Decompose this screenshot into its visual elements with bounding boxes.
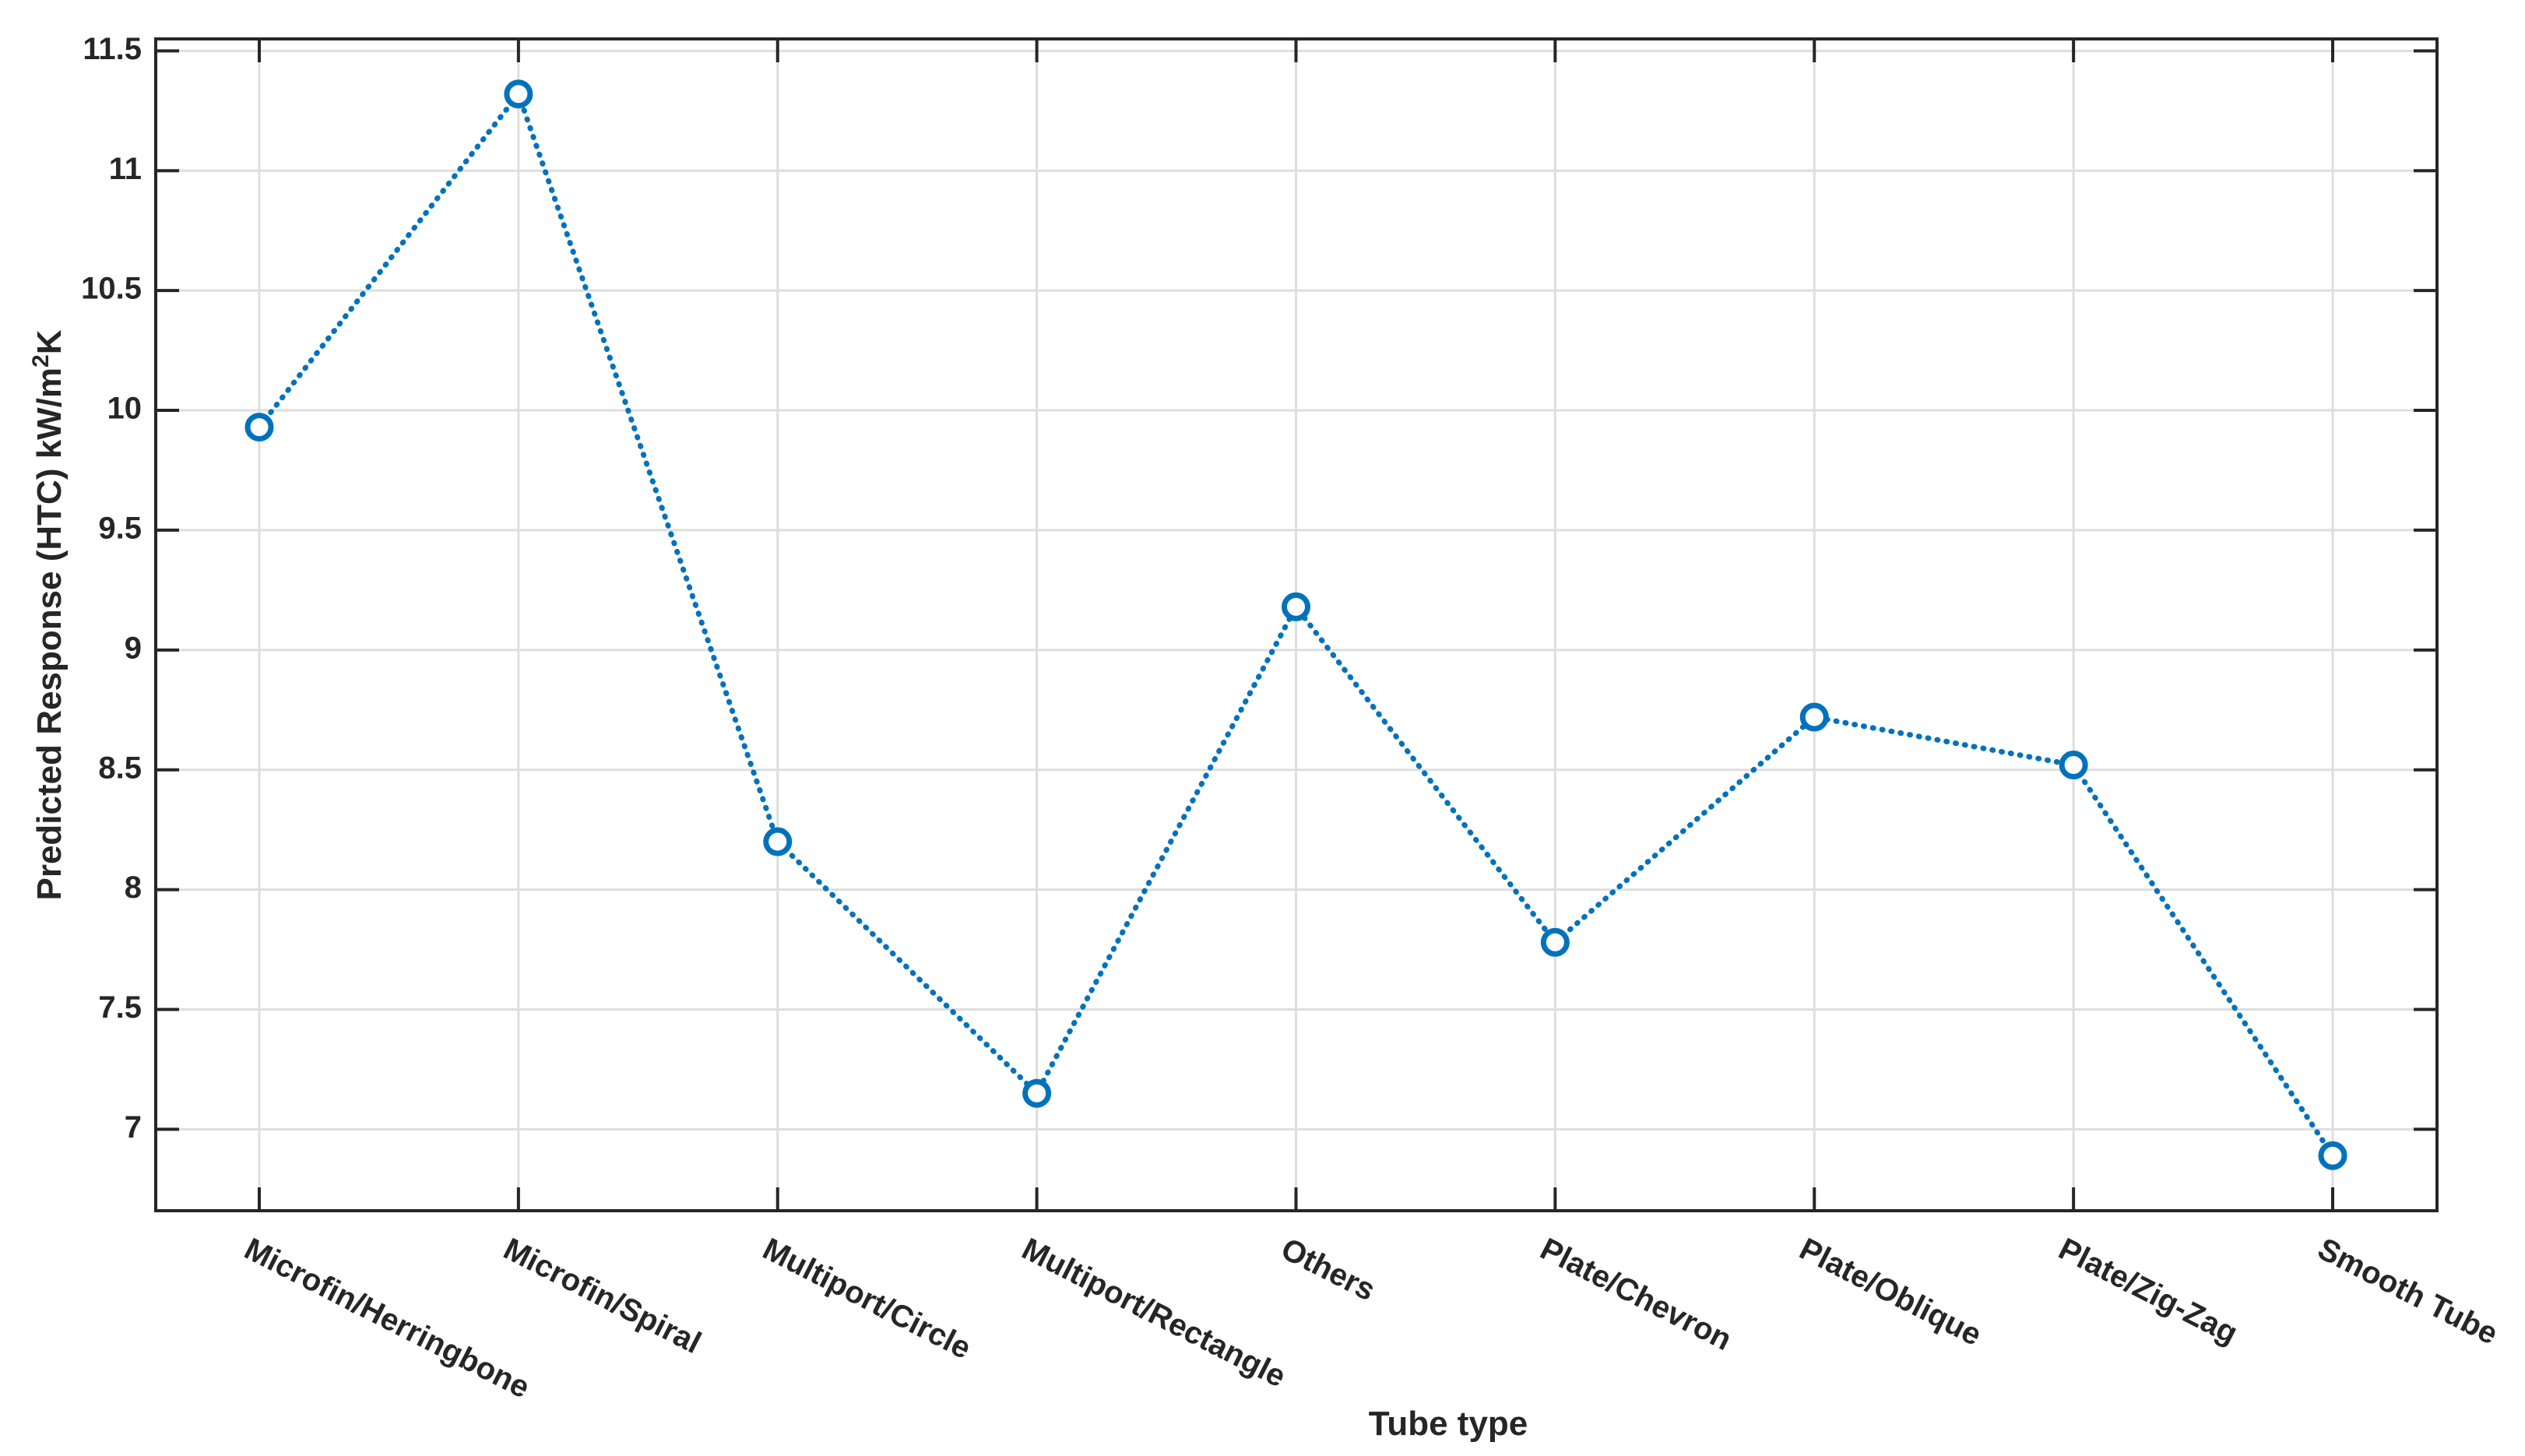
data-point-marker (1282, 592, 1310, 621)
data-point-marker (2318, 1141, 2347, 1170)
x-tick-label: Microfin/Spiral (498, 1232, 707, 1360)
y-tick-label: 11 (109, 152, 142, 186)
y-tick-label: 11.5 (83, 32, 142, 66)
x-tick-label: Smooth Tube (2312, 1232, 2503, 1352)
series-layer (244, 79, 2347, 1170)
tick-marks (156, 39, 2437, 1211)
y-axis-title: Predicted Response (HTC) kW/m2K (28, 329, 69, 900)
x-tick-label: Plate/Chevron (1535, 1232, 1737, 1357)
y-tick-label: 9.5 (98, 511, 142, 545)
y-tick-labels: 7 7.5 8 8.5 9 9.5 10 10.5 11 11.5 (81, 32, 142, 1145)
x-tick-label: Multiport/Rectangle (1017, 1232, 1292, 1394)
data-point-marker (1540, 927, 1570, 957)
x-tick-label: Others (1275, 1232, 1380, 1308)
y-tick-label: 8.5 (98, 751, 142, 785)
y-tick-label: 10.5 (81, 272, 142, 306)
y-axis-title-main: Predicted Response (HTC) kW/m (30, 368, 69, 901)
data-point-marker (1799, 702, 1829, 732)
x-tick-label: Microfin/Herringbone (239, 1232, 535, 1405)
x-tick-label: Multiport/Circle (758, 1232, 976, 1366)
y-tick-label: 9 (125, 631, 142, 665)
y-tick-label: 7.5 (98, 990, 142, 1025)
y-axis-title-superscript: 2 (28, 354, 54, 368)
data-point-marker (244, 413, 274, 442)
x-tick-label: Plate/Zig-Zag (2053, 1232, 2243, 1351)
x-axis-title: Tube type (1369, 1405, 1528, 1443)
y-tick-label: 10 (107, 392, 142, 426)
y-axis-title-suffix: K (30, 329, 69, 354)
y-tick-label: 7 (125, 1110, 142, 1145)
data-point-marker (1022, 1078, 1052, 1108)
x-tick-label: Plate/Oblique (1794, 1232, 1987, 1352)
data-point-marker (763, 827, 793, 856)
y-tick-label: 8 (125, 870, 142, 905)
data-point-marker (2059, 751, 2088, 780)
data-point-marker (504, 79, 533, 109)
